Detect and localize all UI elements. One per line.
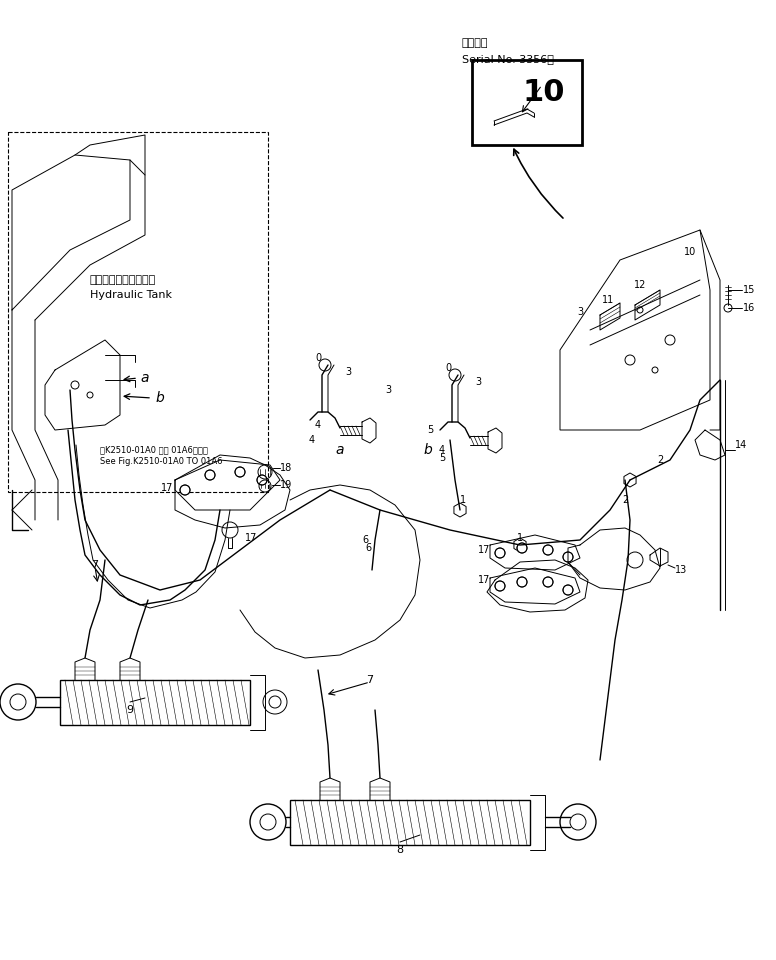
Text: 0: 0 bbox=[315, 353, 321, 363]
Bar bbox=[290, 800, 530, 845]
Text: 17: 17 bbox=[477, 545, 490, 555]
Text: ハイドロリックタンク: ハイドロリックタンク bbox=[90, 275, 156, 285]
Text: 3: 3 bbox=[345, 367, 351, 377]
Text: 17: 17 bbox=[161, 483, 173, 493]
Text: 17: 17 bbox=[477, 575, 490, 585]
Text: 1: 1 bbox=[460, 495, 466, 505]
Circle shape bbox=[180, 485, 190, 495]
Circle shape bbox=[517, 577, 527, 587]
Text: b: b bbox=[155, 391, 164, 405]
Text: 0: 0 bbox=[445, 363, 451, 373]
Text: 10: 10 bbox=[522, 78, 565, 107]
Text: 18: 18 bbox=[280, 463, 293, 473]
Text: 9: 9 bbox=[126, 705, 133, 715]
Bar bbox=[60, 680, 250, 725]
Text: See Fig.K2510-01A0 TO 01A6: See Fig.K2510-01A0 TO 01A6 bbox=[100, 458, 223, 467]
Text: Hydraulic Tank: Hydraulic Tank bbox=[90, 290, 172, 300]
Text: 6: 6 bbox=[365, 543, 371, 553]
Circle shape bbox=[205, 470, 215, 480]
Text: 5: 5 bbox=[427, 425, 433, 435]
Text: 5: 5 bbox=[439, 453, 445, 463]
Text: 7: 7 bbox=[92, 560, 99, 570]
Circle shape bbox=[543, 577, 553, 587]
Circle shape bbox=[563, 585, 573, 595]
Circle shape bbox=[235, 467, 245, 477]
Text: 2: 2 bbox=[656, 455, 663, 465]
Text: 8: 8 bbox=[397, 845, 404, 855]
Circle shape bbox=[517, 543, 527, 553]
Text: 19: 19 bbox=[280, 480, 293, 490]
Text: 17: 17 bbox=[245, 533, 258, 543]
Text: 4: 4 bbox=[309, 435, 315, 445]
Text: 7: 7 bbox=[366, 675, 373, 685]
Text: Serial No. 3356～: Serial No. 3356～ bbox=[462, 54, 554, 64]
Text: 11: 11 bbox=[602, 295, 614, 305]
Text: 14: 14 bbox=[735, 440, 747, 450]
Text: 6: 6 bbox=[362, 535, 368, 545]
Text: b: b bbox=[424, 443, 432, 457]
Circle shape bbox=[495, 548, 505, 558]
Text: 4: 4 bbox=[315, 420, 321, 430]
Text: 15: 15 bbox=[743, 285, 755, 295]
Text: 3: 3 bbox=[385, 385, 391, 395]
Circle shape bbox=[563, 552, 573, 562]
Text: a: a bbox=[140, 371, 148, 385]
Text: 13: 13 bbox=[675, 565, 688, 575]
Bar bbox=[8, 132, 268, 492]
Circle shape bbox=[257, 475, 267, 485]
Circle shape bbox=[543, 545, 553, 555]
Text: 2: 2 bbox=[622, 495, 628, 505]
Text: 3: 3 bbox=[577, 307, 583, 317]
Text: 12: 12 bbox=[634, 280, 646, 290]
Text: 3: 3 bbox=[475, 377, 481, 387]
Text: 図K2510-01A0 から 01A6図参照: 図K2510-01A0 から 01A6図参照 bbox=[100, 445, 208, 454]
Text: 4: 4 bbox=[439, 445, 445, 455]
Text: 16: 16 bbox=[743, 303, 755, 313]
Circle shape bbox=[495, 581, 505, 591]
Text: 1: 1 bbox=[517, 533, 523, 543]
Text: a: a bbox=[336, 443, 345, 457]
Bar bbox=[472, 60, 582, 145]
Text: 適用号機: 適用号機 bbox=[462, 38, 489, 48]
Text: 10: 10 bbox=[684, 247, 696, 257]
